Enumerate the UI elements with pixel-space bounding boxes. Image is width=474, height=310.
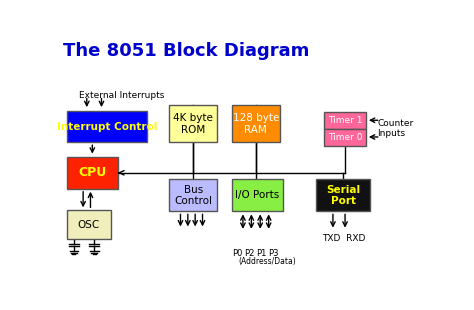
Text: Bus
Control: Bus Control: [174, 184, 212, 206]
Bar: [232, 179, 283, 211]
Text: Timer 0: Timer 0: [328, 133, 362, 142]
Text: Interrupt Control: Interrupt Control: [57, 122, 157, 132]
Text: Serial
Port: Serial Port: [326, 184, 360, 206]
Text: External Interrupts: External Interrupts: [80, 91, 165, 100]
Text: CPU: CPU: [78, 166, 107, 179]
Text: P3: P3: [269, 249, 279, 258]
Text: P0: P0: [232, 249, 243, 258]
Text: OSC: OSC: [78, 219, 100, 230]
Text: (Address/Data): (Address/Data): [238, 257, 296, 266]
Bar: [316, 179, 370, 211]
Bar: [66, 111, 147, 142]
Text: 4K byte
ROM: 4K byte ROM: [173, 113, 213, 135]
Bar: [324, 129, 366, 146]
Text: P2: P2: [245, 249, 255, 258]
Bar: [232, 105, 280, 142]
Bar: [169, 179, 217, 211]
Text: P1: P1: [256, 249, 267, 258]
Bar: [66, 210, 110, 239]
Bar: [324, 113, 366, 129]
Text: The 8051 Block Diagram: The 8051 Block Diagram: [63, 42, 310, 60]
Text: 128 byte
RAM: 128 byte RAM: [233, 113, 279, 135]
Text: Timer 1: Timer 1: [328, 116, 362, 125]
Text: TXD  RXD: TXD RXD: [322, 234, 365, 243]
Bar: [66, 157, 118, 189]
Text: I/O Ports: I/O Ports: [236, 190, 280, 200]
Bar: [169, 105, 217, 142]
Text: Counter
Inputs: Counter Inputs: [377, 119, 413, 138]
